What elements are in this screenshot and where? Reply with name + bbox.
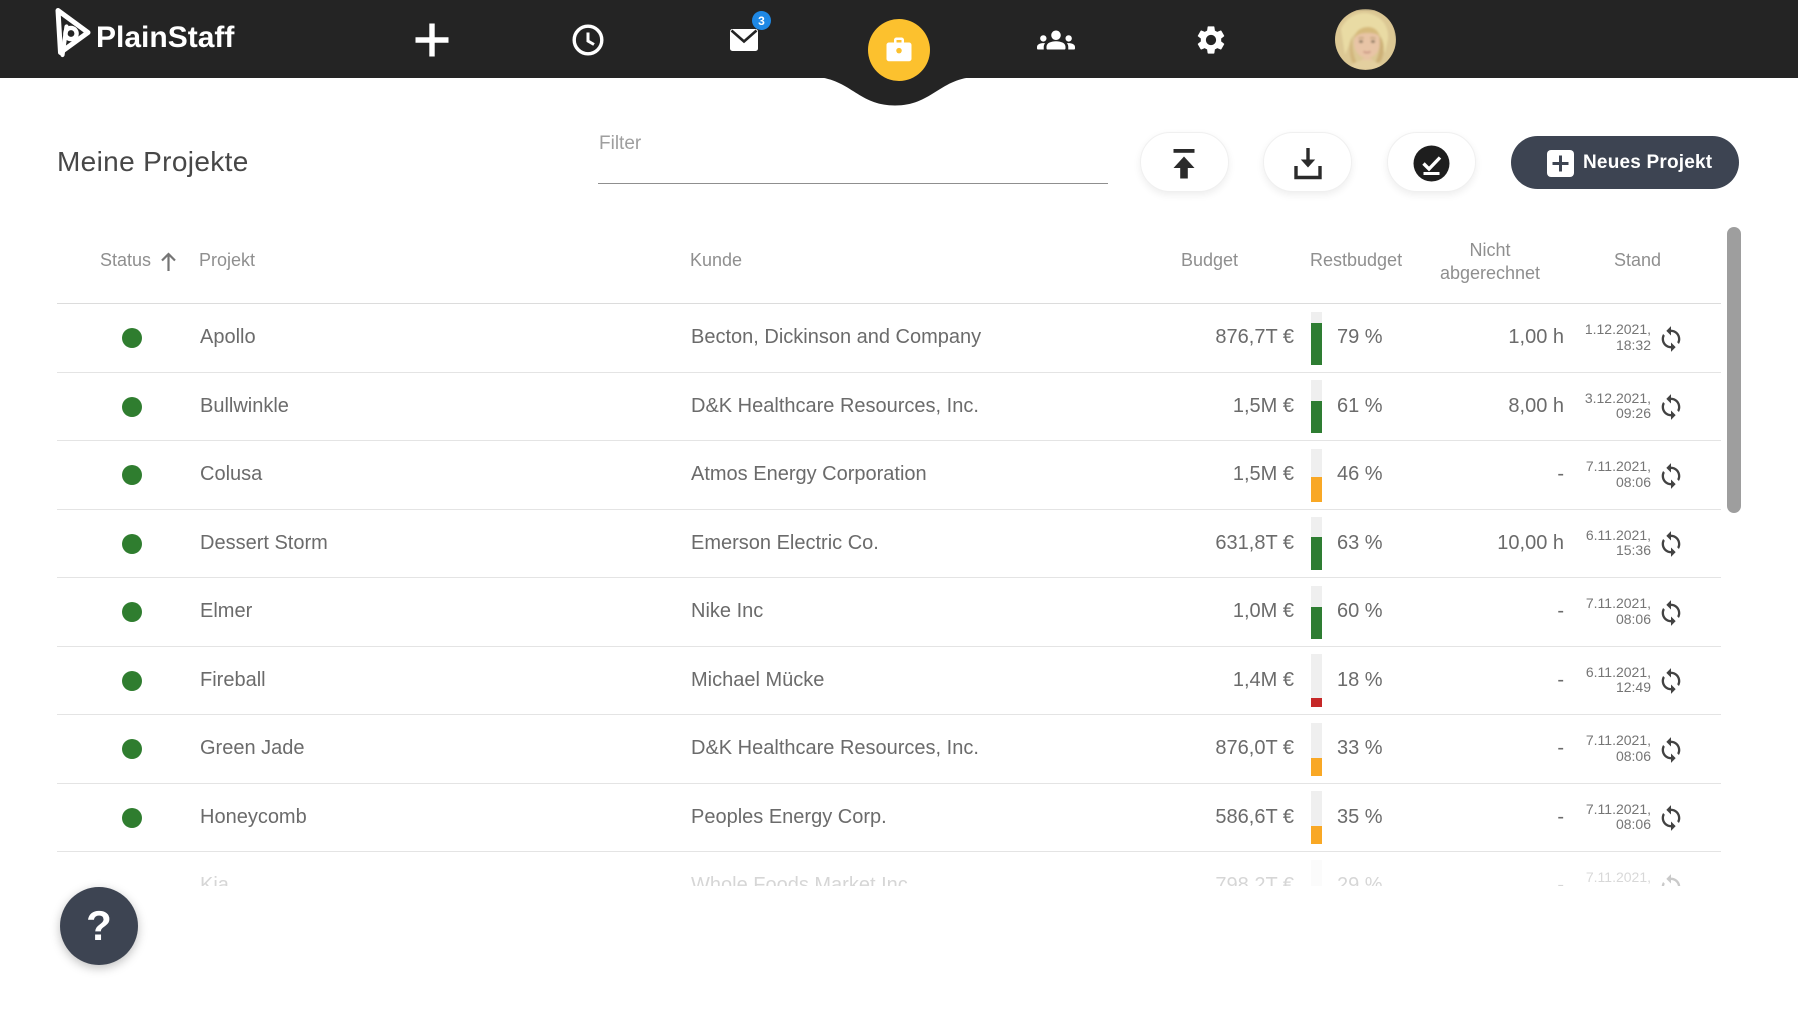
svg-text:3: 3 (758, 14, 765, 28)
